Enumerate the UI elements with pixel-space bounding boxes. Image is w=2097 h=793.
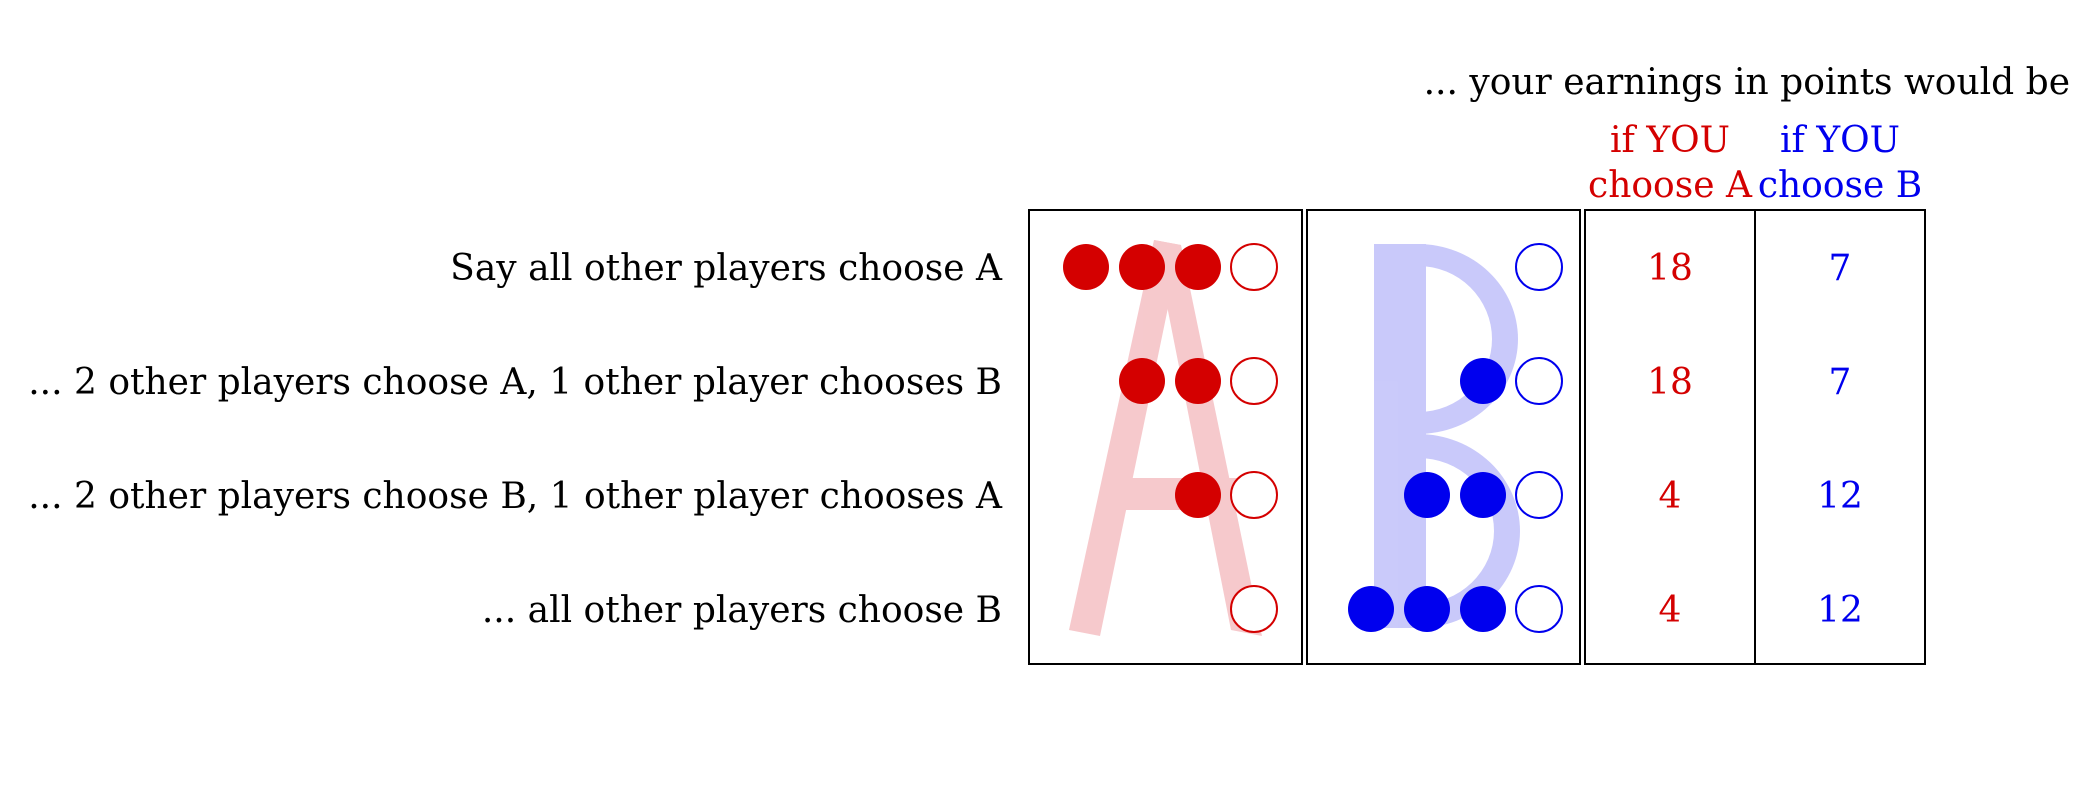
col-b-header-line2: choose B xyxy=(1758,165,1922,206)
payoff-if-choose-a: 4 xyxy=(1659,476,1682,517)
letter-a-shape xyxy=(1069,240,1262,636)
other-player-a-dot xyxy=(1119,358,1165,404)
scenario-row-3: ... 2 other players choose B, 1 other pl… xyxy=(28,471,1863,519)
other-player-a-dot xyxy=(1175,358,1221,404)
scenario-row-2: ... 2 other players choose A, 1 other pl… xyxy=(28,357,1852,405)
payoff-if-choose-b: 7 xyxy=(1829,362,1852,403)
your-choice-circle-a xyxy=(1230,243,1278,291)
other-player-a-dot xyxy=(1175,472,1221,518)
your-choice-circle-a xyxy=(1230,585,1278,633)
other-player-b-dot xyxy=(1404,586,1450,632)
scenario-label: Say all other players choose A xyxy=(450,248,1003,289)
col-a-header-line1: if YOU xyxy=(1610,120,1730,161)
payoff-if-choose-b: 12 xyxy=(1817,476,1863,517)
other-player-a-dot xyxy=(1119,244,1165,290)
your-choice-circle-b xyxy=(1515,243,1563,291)
letter-b-shape xyxy=(1374,244,1520,628)
your-choice-circle-b xyxy=(1515,357,1563,405)
your-choice-circle-a xyxy=(1230,471,1278,519)
other-player-b-dot xyxy=(1348,586,1394,632)
scenario-label: ... 2 other players choose B, 1 other pl… xyxy=(28,476,1003,517)
col-b-header-line1: if YOU xyxy=(1780,120,1900,161)
your-choice-circle-a xyxy=(1230,357,1278,405)
other-player-b-dot xyxy=(1460,358,1506,404)
earnings-caption: ... your earnings in points would be xyxy=(1424,62,2070,103)
payoff-if-choose-a: 18 xyxy=(1647,248,1693,289)
payoff-if-choose-a: 4 xyxy=(1659,590,1682,631)
scenario-row-4: ... all other players choose B 4 12 xyxy=(482,585,1863,633)
other-player-a-dot xyxy=(1175,244,1221,290)
scenario-label: ... all other players choose B xyxy=(482,590,1002,631)
other-player-a-dot xyxy=(1063,244,1109,290)
col-a-header-line2: choose A xyxy=(1588,165,1753,206)
other-player-b-dot xyxy=(1460,586,1506,632)
payoff-if-choose-a: 18 xyxy=(1647,362,1693,403)
other-player-b-dot xyxy=(1460,472,1506,518)
scenario-rows: Say all other players choose A 18 7 ... 2 o… xyxy=(28,243,1863,633)
other-player-b-dot xyxy=(1404,472,1450,518)
panel-b-frame xyxy=(1306,209,1581,665)
panel-a-frame xyxy=(1028,209,1303,665)
scenario-label: ... 2 other players choose A, 1 other pl… xyxy=(28,362,1002,403)
your-choice-circle-b xyxy=(1515,471,1563,519)
payoff-col-b-frame xyxy=(1754,209,1926,665)
scenario-row-1: Say all other players choose A 18 7 xyxy=(450,243,1852,291)
payoff-if-choose-b: 12 xyxy=(1817,590,1863,631)
payoff-if-choose-b: 7 xyxy=(1829,248,1852,289)
your-choice-circle-b xyxy=(1515,585,1563,633)
